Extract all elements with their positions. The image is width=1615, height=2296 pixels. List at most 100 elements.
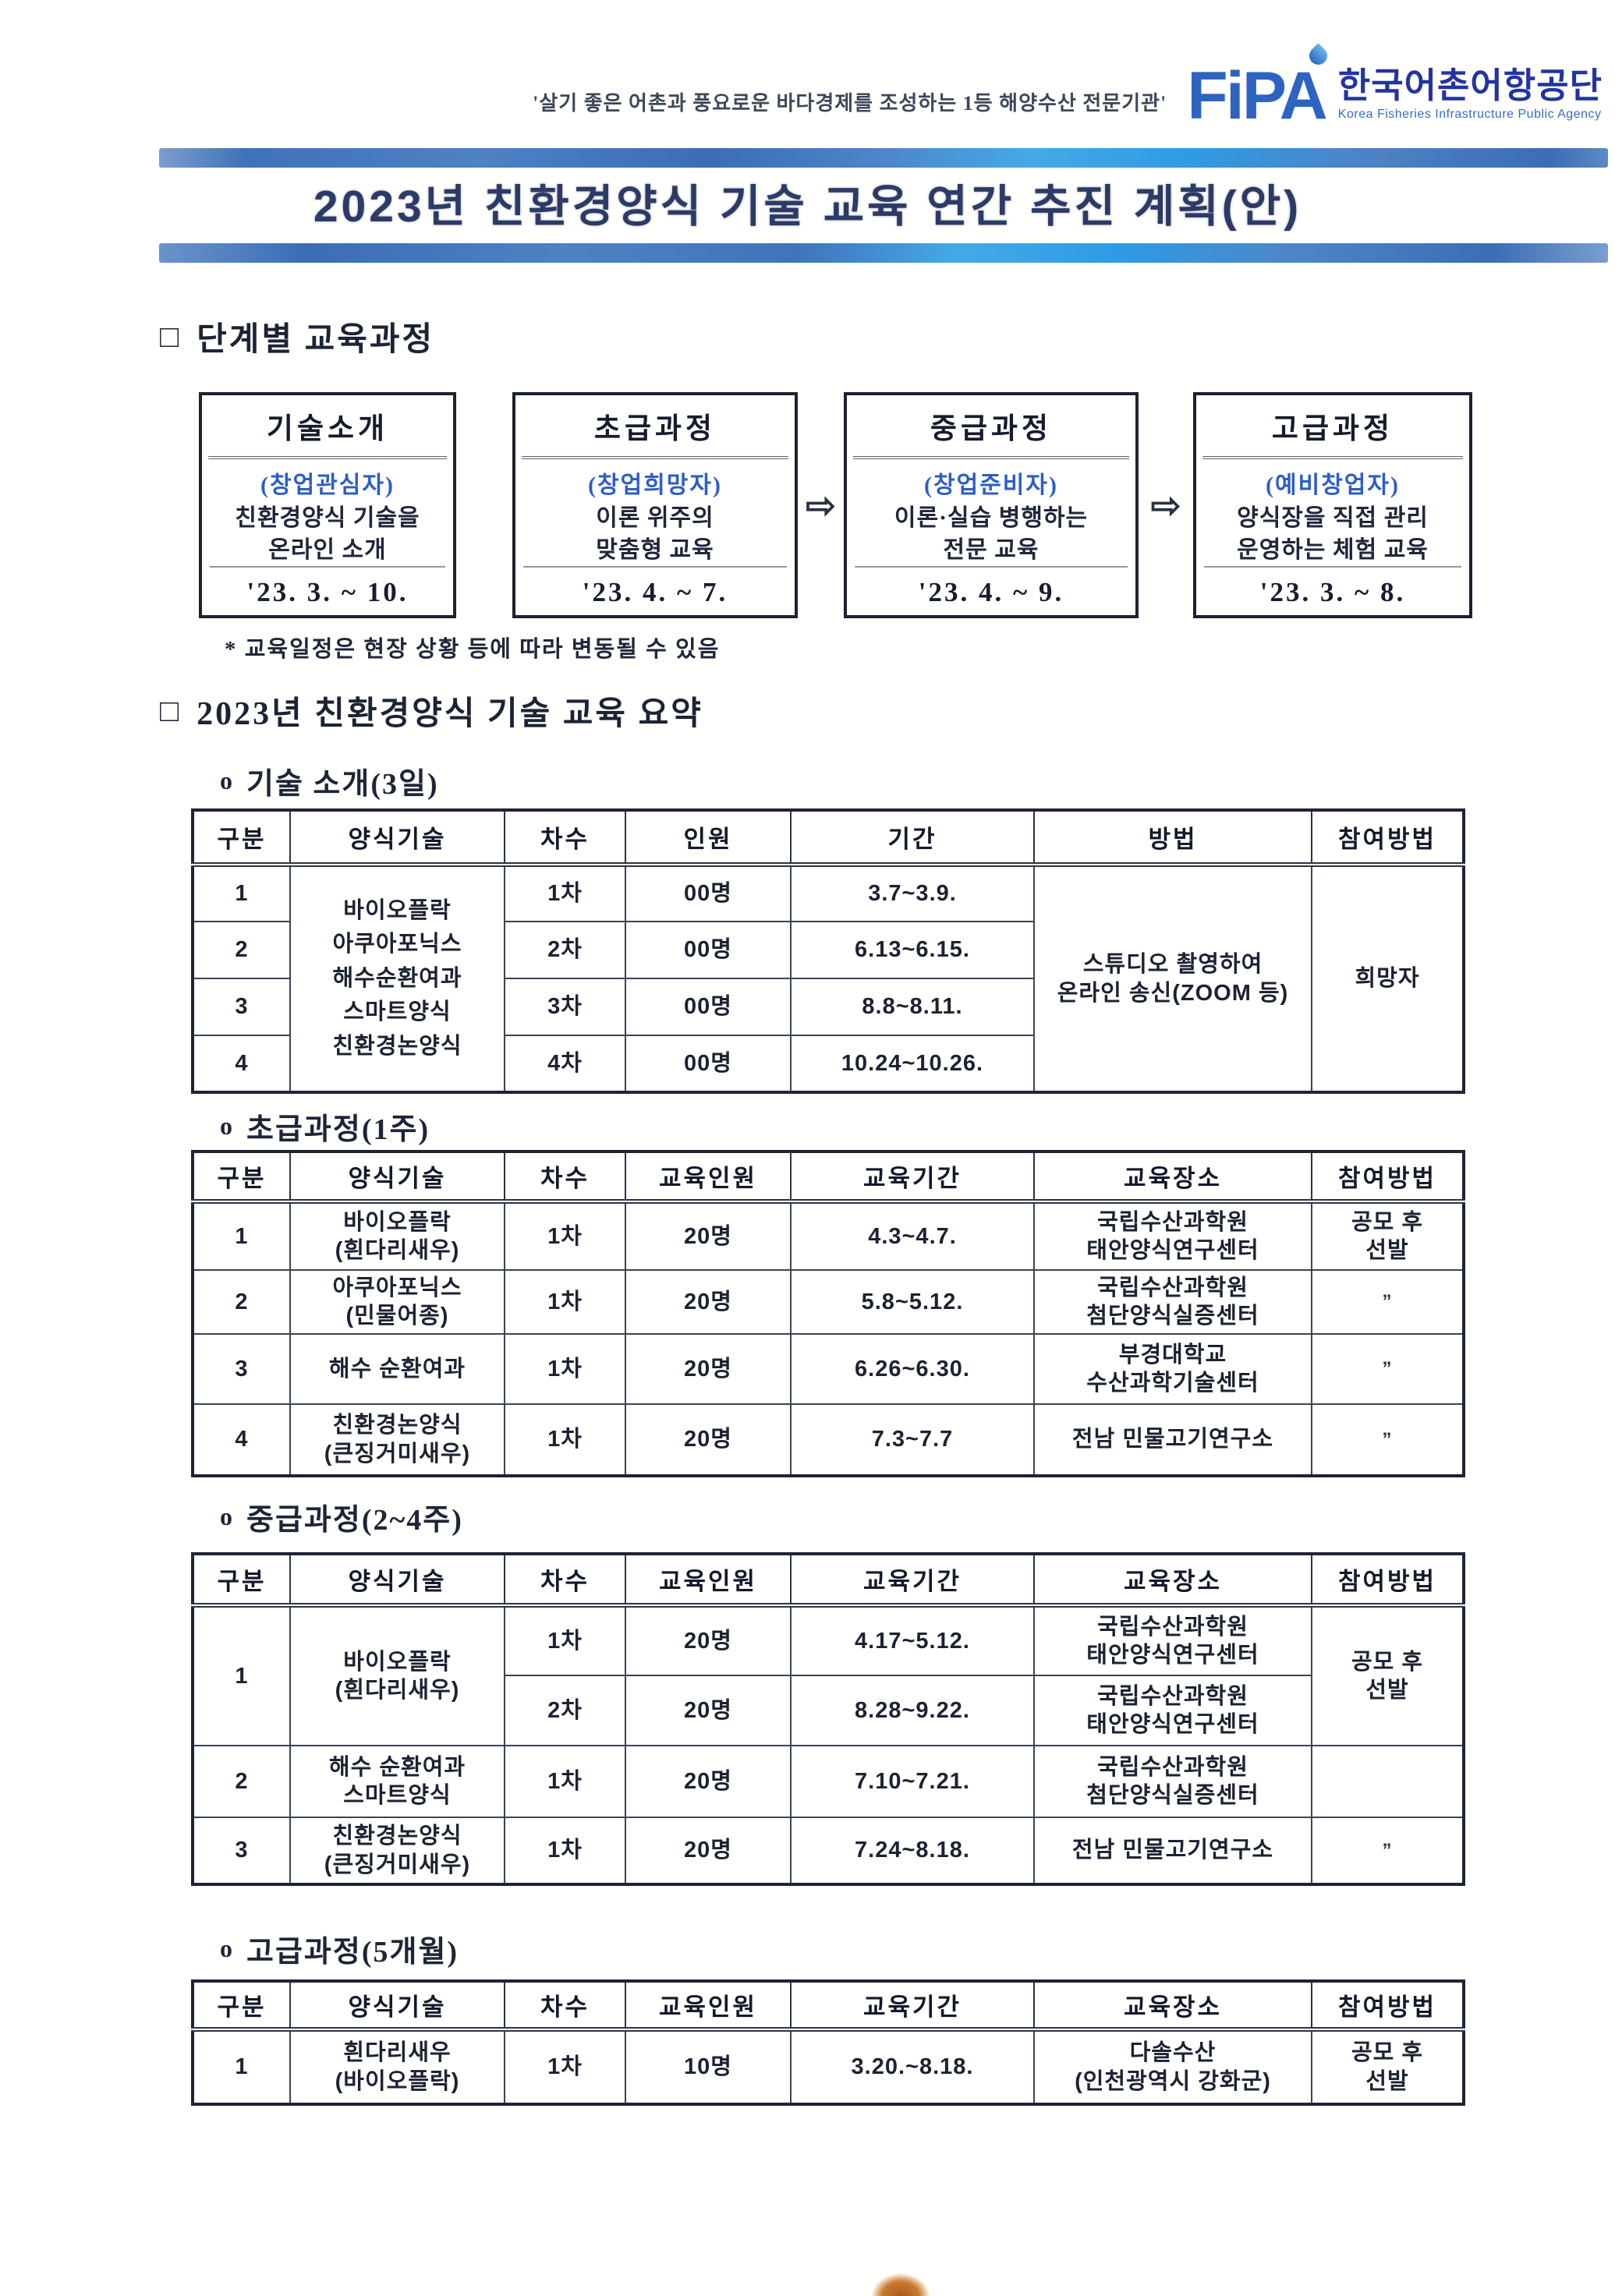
subheading-advanced-label: 고급과정(5개월): [246, 1935, 459, 1969]
cell-tech-merged: 바이오플락 (흰다리새우): [289, 1604, 505, 1746]
cell-tech: 친환경논양식 (큰징거미새우): [289, 1403, 505, 1477]
cell-people: 00명: [625, 978, 792, 1036]
stage-box-tech-intro: 기술소개 (창업관심자) 친환경양식 기술을 온라인 소개 '23. 3. ~ …: [199, 392, 456, 618]
cell-no: 3: [192, 978, 291, 1036]
cell-people: 20명: [625, 1403, 792, 1477]
cell-round: 4차: [504, 1035, 626, 1093]
page-bottom-ink-stamp: [872, 2273, 930, 2296]
agency-slogan: '살기 좋은 어촌과 풍요로운 바다경제를 조성하는 1등 해양수산 전문기관': [533, 91, 1167, 115]
beginner-course-table: 구분 양식기술 차수 교육인원 교육기간 교육장소 참여방법 1 바이오플락 (…: [191, 1150, 1465, 1477]
cell-participation-ditto: ”: [1311, 1333, 1464, 1405]
stage-box-title: 초급과정: [522, 395, 788, 459]
stage-gap: [456, 392, 512, 618]
subheading-tech-intro: o 기술 소개(3일): [220, 762, 1615, 801]
header-cell: 교육장소: [1033, 1980, 1312, 2032]
cell-round: 1차: [504, 1333, 626, 1405]
header-cell: 참여방법: [1311, 809, 1464, 867]
divider-band-top: [159, 148, 1608, 168]
cell-period: 3.20.~8.18.: [790, 2029, 1035, 2105]
cell-period: 4.3~4.7.: [790, 1201, 1035, 1271]
document-header: '살기 좋은 어촌과 풍요로운 바다경제를 조성하는 1등 해양수산 전문기관'…: [0, 41, 1615, 148]
cell-round: 1차: [504, 1817, 626, 1885]
cell-place: 전남 민물고기연구소: [1033, 1403, 1312, 1477]
header-cell: 구분: [192, 1553, 291, 1608]
cell-no: 2: [192, 921, 291, 979]
header-cell: 인원: [625, 809, 792, 867]
circle-bullet-icon: o: [220, 1111, 234, 1140]
table-row: 4 친환경논양식 (큰징거미새우) 1차 20명 7.3~7.7 전남 민물고기…: [192, 1403, 1464, 1477]
stage-box-body: (창업희망자) 이론 위주의 맞춤형 교육: [515, 465, 795, 566]
square-bullet-icon: □: [160, 318, 182, 354]
stage-box-body: (창업준비자) 이론·실습 병행하는 전문 교육: [847, 465, 1135, 566]
header-cell: 교육인원: [625, 1553, 792, 1608]
header-cell: 교육기간: [790, 1151, 1035, 1204]
stage-box-period: '23. 3. ~ 8.: [1204, 566, 1461, 619]
cell-period: 10.24~10.26.: [790, 1035, 1035, 1093]
table-header-row: 구분 양식기술 차수 교육인원 교육기간 교육장소 참여방법: [192, 1980, 1464, 2032]
header-cell: 구분: [192, 1980, 291, 2032]
stage-box-target: (창업관심자): [260, 472, 395, 498]
header-cell: 교육인원: [625, 1980, 792, 2032]
cell-people: 10명: [625, 2029, 792, 2105]
subheading-tech-intro-label: 기술 소개(3일): [246, 767, 439, 801]
cell-people: 00명: [625, 1035, 792, 1093]
header-cell: 참여방법: [1311, 1980, 1464, 2032]
table-row: 1 바이오플락 아쿠아포닉스 해수순환여과 스마트양식 친환경논양식 1차 00…: [192, 864, 1464, 1093]
header-cell: 구분: [192, 809, 291, 867]
stage-box-period: '23. 4. ~ 9.: [855, 566, 1128, 619]
stage-box-desc: 이론·실습 병행하는 전문 교육: [894, 505, 1089, 563]
water-drop-icon: [1305, 43, 1331, 69]
table-row: 1 바이오플락 (흰다리새우) 1차 20명 4.17~5.12. 국립수산과학…: [192, 1604, 1464, 1746]
cell-place: 국립수산과학원 첨단양식실증센터: [1033, 1745, 1312, 1818]
header-cell: 구분: [192, 1151, 291, 1204]
cell-people: 20명: [625, 1675, 792, 1746]
cell-tech: 해수 순환여과: [289, 1333, 505, 1405]
cell-period: 4.17~5.12.: [790, 1604, 1035, 1676]
cell-tech: 흰다리새우 (바이오플락): [289, 2029, 505, 2105]
stage-gap: ⇨: [1139, 392, 1193, 618]
cell-place: 국립수산과학원 태안양식연구센터: [1033, 1604, 1312, 1676]
section-heading-stages-label: 단계별 교육과정: [197, 321, 435, 358]
header-cell: 교육인원: [625, 1151, 792, 1204]
cell-no: 1: [192, 864, 291, 922]
cell-round: 1차: [504, 1403, 626, 1477]
table-row: 3 친환경논양식 (큰징거미새우) 1차 20명 7.24~8.18. 전남 민…: [192, 1817, 1464, 1885]
table-row: 2차 20명 8.28~9.22. 국립수산과학원 태안양식연구센터: [193, 1675, 1464, 1746]
cell-period: 8.28~9.22.: [790, 1675, 1035, 1746]
section-heading-summary-label: 2023년 친환경양식 기술 교육 요약: [197, 695, 703, 732]
subheading-intermediate: o 중급과정(2~4주): [220, 1499, 1615, 1537]
cell-tech: 바이오플락 (흰다리새우): [289, 1201, 505, 1271]
header-cell: 교육기간: [790, 1980, 1035, 2032]
cell-people: 00명: [625, 921, 792, 979]
stage-flow: 기술소개 (창업관심자) 친환경양식 기술을 온라인 소개 '23. 3. ~ …: [199, 392, 1615, 618]
circle-bullet-icon: o: [220, 766, 234, 794]
header-cell: 양식기술: [289, 1553, 505, 1608]
subheading-intermediate-label: 중급과정(2~4주): [246, 1503, 463, 1537]
cell-no: 3: [192, 1333, 291, 1405]
table-row: 2 아쿠아포닉스 (민물어종) 1차 20명 5.8~5.12. 국립수산과학원…: [192, 1269, 1464, 1335]
cell-participation: 공모 후 선발: [1311, 2029, 1464, 2105]
table-row: 4 4차 00명 10.24~10.26.: [192, 1035, 1464, 1093]
advanced-course-table: 구분 양식기술 차수 교육인원 교육기간 교육장소 참여방법 1 흰다리새우 (…: [191, 1979, 1465, 2106]
table-header-row: 구분 양식기술 차수 인원 기간 방법 참여방법: [192, 809, 1464, 867]
stage-box-title: 고급과정: [1202, 395, 1463, 459]
cell-round: 2차: [504, 921, 626, 979]
stage-box-desc: 친환경양식 기술을 온라인 소개: [235, 505, 420, 563]
stage-box-target: (창업준비자): [924, 472, 1058, 498]
cell-tech: 아쿠아포닉스 (민물어종): [289, 1269, 505, 1335]
table-row: 3 3차 00명 8.8~8.11.: [192, 978, 1464, 1036]
cell-people: 20명: [625, 1817, 792, 1885]
header-cell: 양식기술: [289, 1151, 505, 1204]
cell-place: 국립수산과학원 태안양식연구센터: [1033, 1201, 1312, 1271]
cell-people: 20명: [625, 1604, 792, 1676]
cell-place: 전남 민물고기연구소: [1033, 1817, 1312, 1885]
header-cell: 교육기간: [790, 1553, 1035, 1608]
intermediate-course-table: 구분 양식기술 차수 교육인원 교육기간 교육장소 참여방법 1 바이오플락 (…: [191, 1552, 1465, 1886]
cell-people: 00명: [625, 864, 792, 922]
stage-box-title: 기술소개: [208, 395, 447, 459]
cell-participation-ditto: ”: [1311, 1403, 1464, 1477]
cell-round: 1차: [504, 1745, 626, 1818]
square-bullet-icon: □: [160, 692, 182, 728]
cell-no: 4: [192, 1035, 291, 1093]
schedule-note: * 교육일정은 현장 상황 등에 따라 변동될 수 있음: [225, 637, 721, 662]
